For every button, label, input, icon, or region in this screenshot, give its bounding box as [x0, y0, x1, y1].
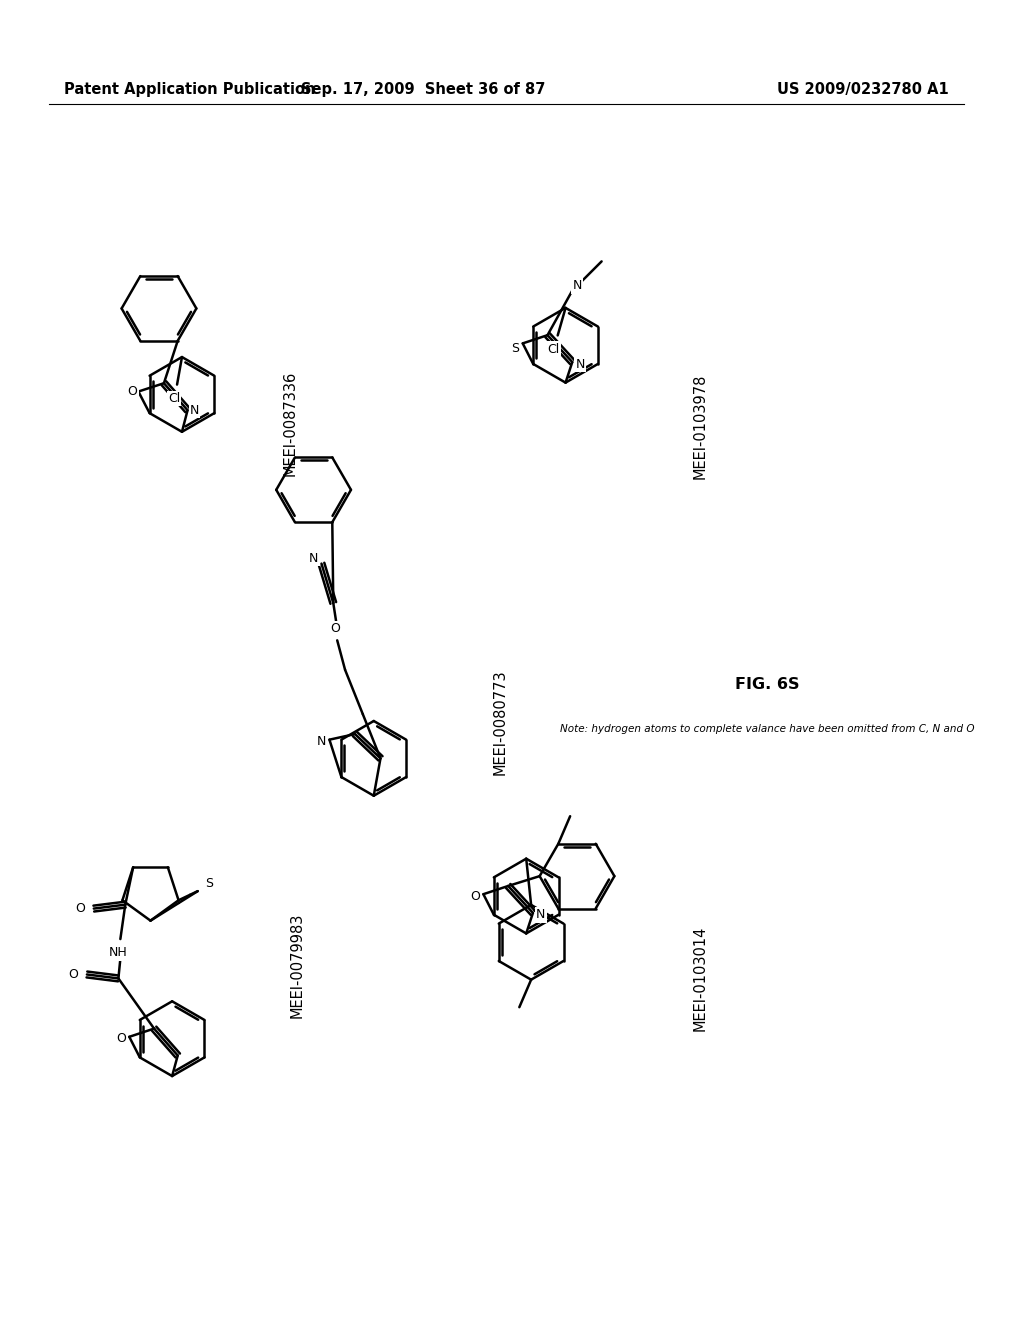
Text: NH: NH [109, 946, 128, 960]
Text: MEEI-0087336: MEEI-0087336 [283, 371, 298, 477]
Text: S: S [206, 876, 213, 890]
Text: O: O [69, 968, 78, 981]
Text: FIG. 6S: FIG. 6S [735, 677, 800, 692]
Text: N: N [309, 552, 318, 565]
Text: Cl: Cl [548, 343, 560, 355]
Text: N: N [575, 358, 585, 371]
Text: N: N [537, 908, 546, 921]
Text: O: O [128, 385, 137, 399]
Text: S: S [511, 342, 519, 355]
Text: US 2009/0232780 A1: US 2009/0232780 A1 [777, 82, 949, 98]
Text: O: O [75, 902, 85, 915]
Text: O: O [331, 622, 340, 635]
Text: N: N [189, 404, 199, 417]
Text: MEEI-0079983: MEEI-0079983 [290, 912, 304, 1018]
Text: N: N [316, 735, 327, 748]
Text: N: N [572, 280, 582, 293]
Text: Cl: Cl [168, 392, 180, 405]
Text: Note: hydrogen atoms to complete valance have been omitted from C, N and O: Note: hydrogen atoms to complete valance… [560, 723, 975, 734]
Text: MEEI-0103014: MEEI-0103014 [692, 925, 708, 1031]
Text: MEEI-0103978: MEEI-0103978 [692, 374, 708, 479]
Text: O: O [471, 890, 480, 903]
Text: Patent Application Publication: Patent Application Publication [63, 82, 315, 98]
Text: MEEI-0080773: MEEI-0080773 [494, 669, 508, 775]
Text: Sep. 17, 2009  Sheet 36 of 87: Sep. 17, 2009 Sheet 36 of 87 [301, 82, 545, 98]
Text: O: O [117, 1032, 126, 1045]
